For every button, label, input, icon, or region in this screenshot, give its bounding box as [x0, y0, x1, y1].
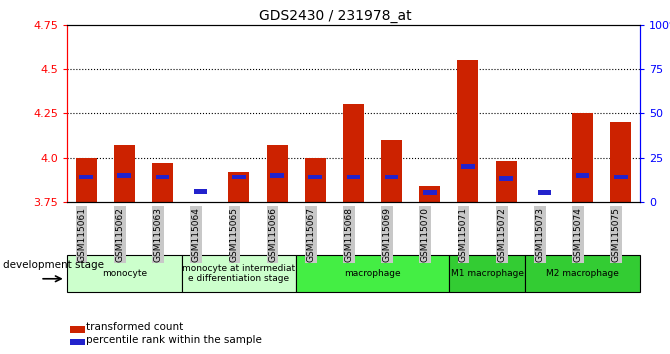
Text: GSM115061: GSM115061 [77, 207, 86, 262]
Text: GSM115067: GSM115067 [306, 207, 316, 262]
Text: GSM115070: GSM115070 [421, 207, 430, 262]
Text: GSM115066: GSM115066 [268, 207, 277, 262]
Bar [496, 161, 517, 202]
Text: monocyte: monocyte [102, 269, 147, 278]
Text: GSM115063: GSM115063 [153, 207, 163, 262]
Text: development stage: development stage [3, 259, 105, 270]
Text: macrophage: macrophage [344, 269, 401, 278]
Text: GSM115074: GSM115074 [574, 207, 583, 262]
Bar [194, 189, 208, 194]
Text: GSM115073: GSM115073 [535, 207, 544, 262]
Bar [385, 175, 399, 179]
Bar [308, 175, 322, 179]
Bar [270, 173, 284, 178]
Text: GSM115075: GSM115075 [612, 207, 620, 262]
Bar [537, 190, 551, 195]
Bar [232, 175, 246, 179]
Bar [610, 122, 631, 202]
Text: GSM115064: GSM115064 [192, 207, 201, 262]
Text: GSM115068: GSM115068 [344, 207, 354, 262]
Bar [346, 175, 360, 179]
Bar [419, 186, 440, 202]
Bar [343, 104, 364, 202]
Bar [155, 175, 170, 179]
Bar [614, 175, 628, 179]
Text: M2 macrophage: M2 macrophage [546, 269, 619, 278]
Text: GSM115071: GSM115071 [459, 207, 468, 262]
Bar [228, 172, 249, 202]
Bar [79, 175, 93, 179]
Text: GSM115062: GSM115062 [115, 207, 125, 262]
Bar [76, 158, 96, 202]
Text: GDS2430 / 231978_at: GDS2430 / 231978_at [259, 9, 411, 23]
Text: transformed count: transformed count [86, 322, 183, 332]
Text: M1 macrophage: M1 macrophage [451, 269, 523, 278]
Bar [114, 145, 135, 202]
Text: GSM115065: GSM115065 [230, 207, 239, 262]
Bar [117, 173, 131, 178]
Bar [423, 190, 437, 195]
Bar [499, 176, 513, 181]
Bar [152, 163, 173, 202]
Bar [461, 164, 475, 169]
Bar [305, 158, 326, 202]
Text: percentile rank within the sample: percentile rank within the sample [86, 335, 261, 345]
Bar [267, 145, 287, 202]
Text: GSM115072: GSM115072 [497, 207, 507, 262]
Text: monocyte at intermediat
e differentiation stage: monocyte at intermediat e differentiatio… [182, 264, 295, 283]
Bar [576, 173, 590, 178]
Bar [381, 140, 402, 202]
Bar [458, 60, 478, 202]
Text: GSM115069: GSM115069 [383, 207, 391, 262]
Bar [572, 113, 593, 202]
